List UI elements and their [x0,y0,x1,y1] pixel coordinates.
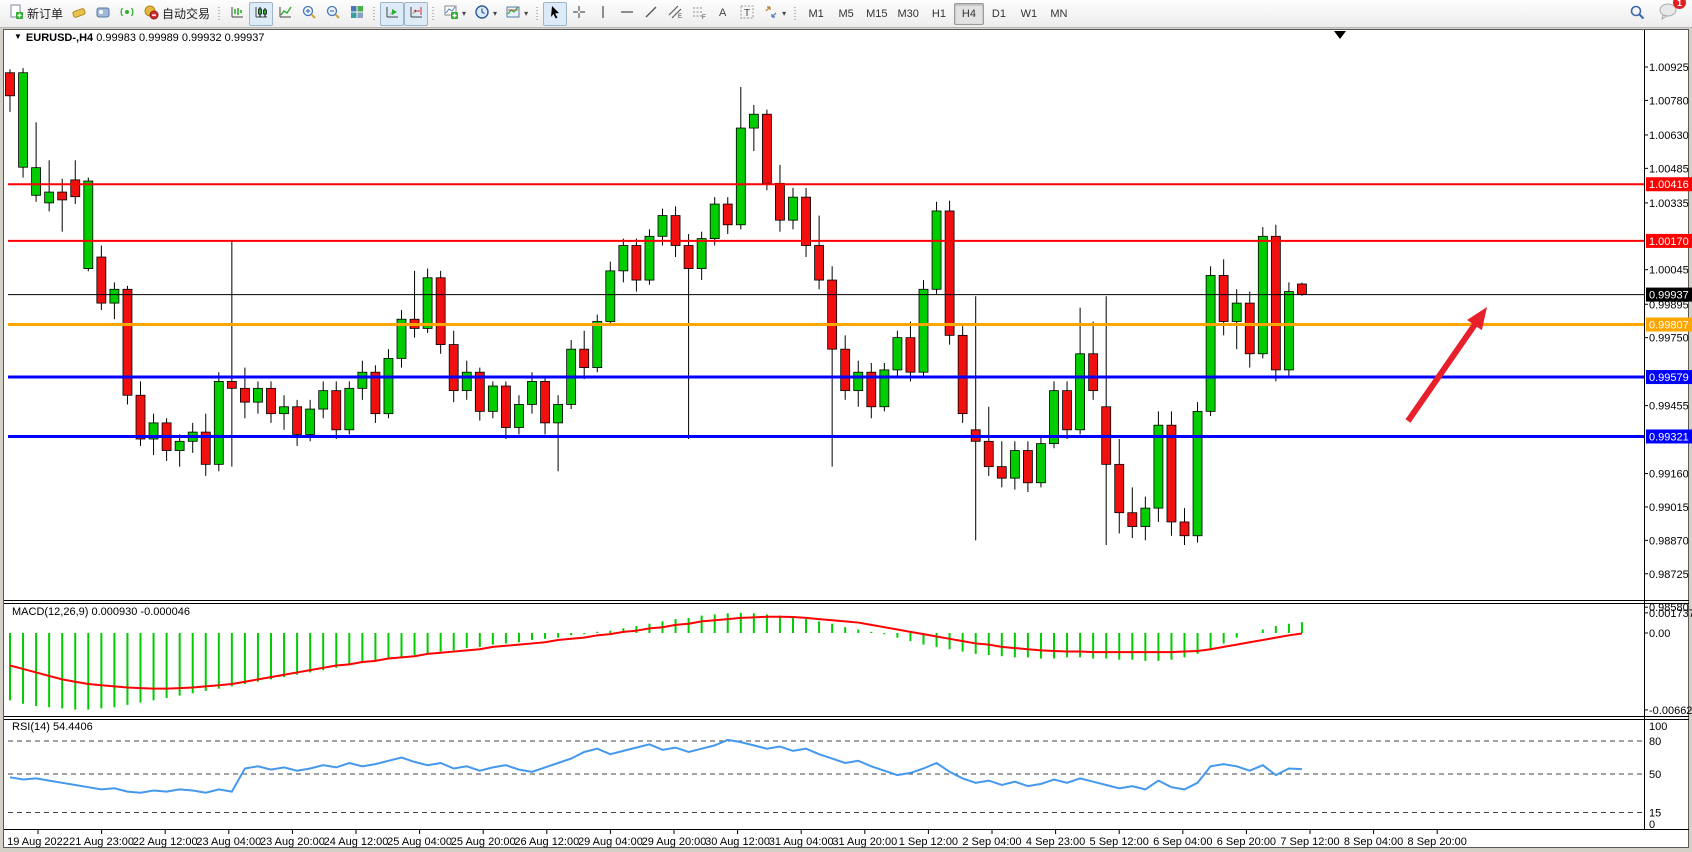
cursor-tool-button[interactable] [543,1,568,26]
auto-scroll-button[interactable] [380,1,405,26]
horizontal-line-tool-button[interactable] [615,2,639,26]
label-tool-button[interactable]: T [735,2,759,26]
search-button[interactable] [1625,2,1650,26]
chart-symbol: EURUSD-,H4 [25,32,94,44]
chart-shift-button[interactable] [404,1,429,26]
collapse-triangle-icon: ▼ [14,32,22,41]
zoom-out-button[interactable] [321,2,345,26]
text-label-icon: T [739,4,755,23]
line-chart-icon [277,4,293,23]
equidistant-channel-icon: E [667,4,683,23]
trendline-icon [643,4,659,23]
crosshair-tool-button[interactable] [567,2,591,26]
zoom-in-button[interactable] [297,2,321,26]
arrows-icon [763,4,779,23]
timeframe-button-h4[interactable]: H4 [953,2,984,25]
toolbar-separator [216,2,224,25]
auto-scroll-icon [384,4,400,23]
clock-icon [474,4,490,23]
indicators-icon [443,4,459,23]
timeframe-button-mn[interactable]: MN [1044,3,1074,25]
fibonacci-tool-button[interactable]: F [687,2,711,26]
main-toolbar: 新订单 自动交易 ▾ ▾ [0,0,1692,28]
timeframe-button-d1[interactable]: D1 [984,3,1014,25]
svg-text:F: F [702,15,706,20]
toolbar-separator [534,2,542,25]
search-icon [1629,4,1646,24]
signal-button[interactable] [115,2,139,26]
notification-badge: 1 [1673,0,1686,9]
dropdown-caret-icon: ▾ [462,9,467,18]
dropdown-caret-icon: ▾ [493,9,498,18]
styler-button[interactable] [67,2,91,26]
chart-window[interactable] [3,29,1689,848]
periods-button[interactable]: ▾ [470,2,501,26]
toolbar-separator [371,2,379,25]
vertical-line-tool-button[interactable] [591,2,615,26]
new-order-icon [8,4,24,23]
tile-windows-icon [349,4,365,23]
indicators-button[interactable]: ▾ [439,2,470,26]
crayon-icon [71,4,87,23]
auto-trading-label: 自动交易 [162,7,211,21]
chart-title: ▼ EURUSD-,H4 0.99983 0.99989 0.99932 0.99… [14,32,264,44]
templates-button[interactable]: ▾ [501,2,532,26]
tile-windows-button[interactable] [345,2,369,26]
timeframe-button-m30[interactable]: M30 [893,3,924,25]
svg-text:E: E [678,14,682,20]
signal-icon [119,4,135,23]
candlestick-icon [253,4,269,23]
timeframe-button-m5[interactable]: M5 [831,3,861,25]
timeframe-button-h1[interactable]: H1 [924,3,954,25]
arrows-tool-button[interactable]: ▾ [759,2,790,26]
text-tool-button[interactable]: A [711,2,735,26]
zoom-in-icon [301,4,317,23]
horizontal-line-icon [619,4,635,23]
svg-text:A: A [719,7,727,19]
auto-trading-button[interactable]: 自动交易 [139,2,214,26]
new-order-label: 新订单 [27,7,64,21]
market-watch-button[interactable] [91,2,115,26]
chart-shift-icon [408,4,424,23]
chart-ohlc: 0.99983 0.99989 0.99932 0.99937 [96,32,265,44]
notifications-button[interactable]: 1 [1658,0,1686,25]
zoom-out-icon [325,4,341,23]
chat-bubble-icon [1658,3,1678,24]
toolbar-separator [792,2,800,25]
bar-chart-button[interactable] [225,2,249,26]
timeframe-button-w1[interactable]: W1 [1014,3,1044,25]
macd-indicator-label: MACD(12,26,9) 0.000930 -0.000046 [12,606,190,618]
cursor-icon [547,4,563,23]
auto-trading-icon [143,4,159,23]
new-order-button[interactable]: 新订单 [4,2,67,26]
template-icon [505,4,521,23]
timeframe-button-m1[interactable]: M1 [801,3,831,25]
text-icon: A [715,4,731,23]
dropdown-caret-icon: ▾ [524,9,529,18]
line-chart-button[interactable] [273,2,297,26]
rsi-indicator-label: RSI(14) 54.4406 [12,721,93,733]
dropdown-caret-icon: ▾ [782,9,787,18]
bar-chart-icon [229,4,245,23]
trendline-tool-button[interactable] [639,2,663,26]
profile-icon [95,4,111,23]
timeframe-button-m15[interactable]: M15 [861,3,892,25]
vertical-line-icon [595,4,611,23]
toolbar-separator [430,2,438,25]
fibonacci-icon: F [691,4,707,23]
crosshair-icon [571,4,587,23]
channel-tool-button[interactable]: E [663,2,687,26]
candle-chart-button[interactable] [249,1,274,26]
svg-text:T: T [744,8,750,19]
